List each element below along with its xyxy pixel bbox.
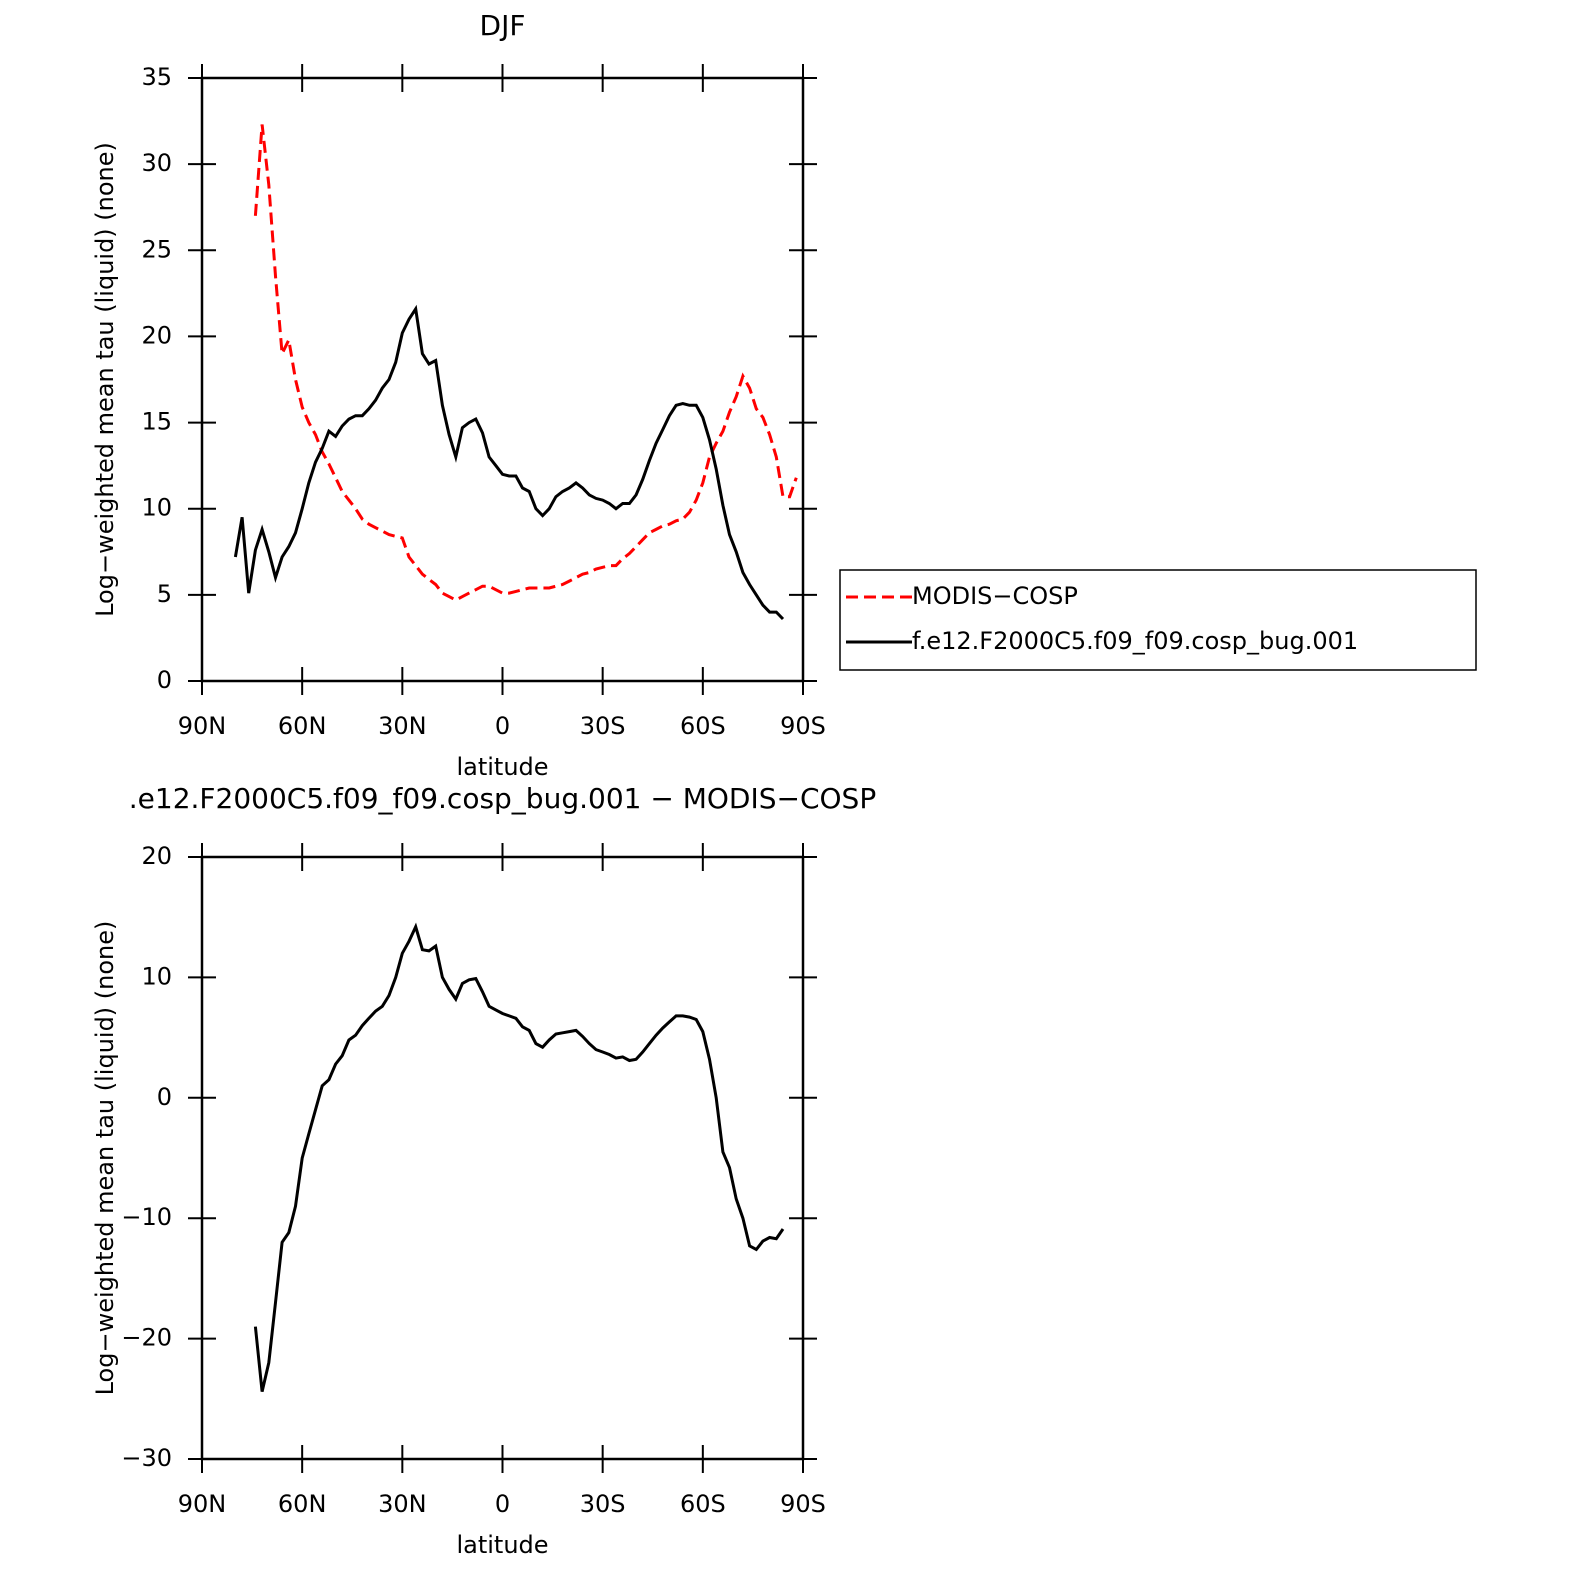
x-tick-label: 30S [580,712,626,740]
x-tick-label: 90S [780,712,826,740]
x-tick-label: 30N [378,712,427,740]
data-line [253,922,785,1392]
plot-frame [200,76,805,683]
y-tick-label: 35 [141,63,172,91]
x-tick-label: 60S [680,712,726,740]
y-tick-label: 20 [141,321,172,349]
y-axis-label: Log−weighted mean tau (liquid) (none) [91,142,119,617]
y-tick-label: 15 [141,408,172,436]
x-tick-label: 60S [680,1490,726,1518]
legend-label: f.e12.F2000C5.f09_f09.cosp_bug.001 [912,627,1358,655]
legend-box [839,569,1477,671]
plot-frame [200,855,805,1461]
x-tick-label: 60N [278,1490,327,1518]
y-tick-label: 0 [157,666,172,694]
y-tick-label: 25 [141,235,172,263]
y-tick-label: −30 [121,1444,172,1472]
x-axis-label: latitude [456,1531,548,1559]
y-tick-label: −20 [121,1324,172,1352]
y-tick-label: −10 [121,1203,172,1231]
x-tick-label: 90N [178,712,227,740]
x-tick-label: 30N [378,1490,427,1518]
x-tick-label: 0 [495,1490,510,1518]
x-tick-label: 90N [178,1490,227,1518]
chart-title: .e12.F2000C5.f09_f09.cosp_bug.001 − MODI… [129,782,876,815]
y-axis-label: Log−weighted mean tau (liquid) (none) [91,921,119,1396]
x-tick-label: 0 [495,712,510,740]
y-tick-label: 0 [157,1083,172,1111]
legend-label: MODIS−COSP [912,582,1078,610]
data-line [253,124,798,602]
y-tick-label: 20 [141,842,172,870]
x-tick-label: 30S [580,1490,626,1518]
x-axis-label: latitude [456,753,548,781]
x-tick-label: 60N [278,712,327,740]
chart-title: DJF [480,9,526,42]
y-tick-label: 30 [141,149,172,177]
y-tick-label: 5 [157,580,172,608]
y-tick-label: 10 [141,962,172,990]
y-tick-label: 10 [141,494,172,522]
data-line [233,304,785,621]
x-tick-label: 90S [780,1490,826,1518]
